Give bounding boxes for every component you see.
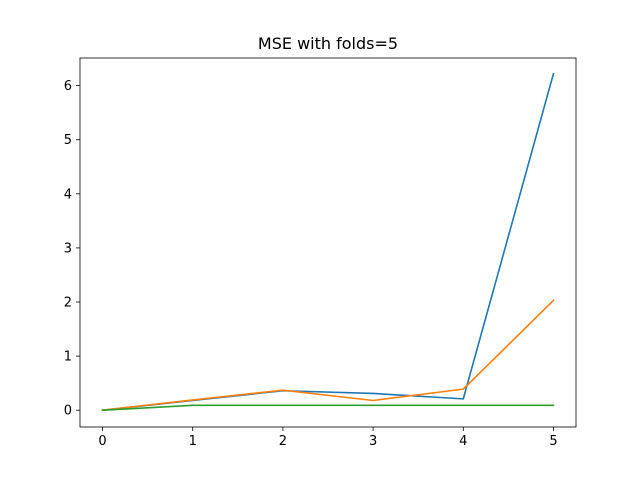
x-tick-label: 2 xyxy=(279,434,287,449)
series-layer xyxy=(101,72,555,412)
chart-title: MSE with folds=5 xyxy=(258,34,398,53)
series-line-2 xyxy=(101,299,555,412)
y-tick-label: 1 xyxy=(64,350,72,365)
x-tick-label: 4 xyxy=(459,434,467,449)
y-tick-label: 6 xyxy=(64,79,72,94)
y-tick-label: 0 xyxy=(64,404,72,419)
y-tick-label: 2 xyxy=(64,296,72,311)
x-tick-label: 0 xyxy=(98,434,106,449)
x-tick-label: 1 xyxy=(189,434,197,449)
x-tick-label: 3 xyxy=(369,434,377,449)
x-tick-label: 5 xyxy=(549,434,557,449)
series-line-3 xyxy=(101,404,555,412)
y-tick-label: 5 xyxy=(64,133,72,148)
axes-frame xyxy=(79,57,577,428)
y-tick-label: 4 xyxy=(64,187,72,202)
axes-layer: 0 1 2 3 4 5 0 1 2 3 4 5 6 xyxy=(64,57,577,449)
y-tick-label: 3 xyxy=(64,241,72,256)
series-line-1 xyxy=(101,72,555,412)
